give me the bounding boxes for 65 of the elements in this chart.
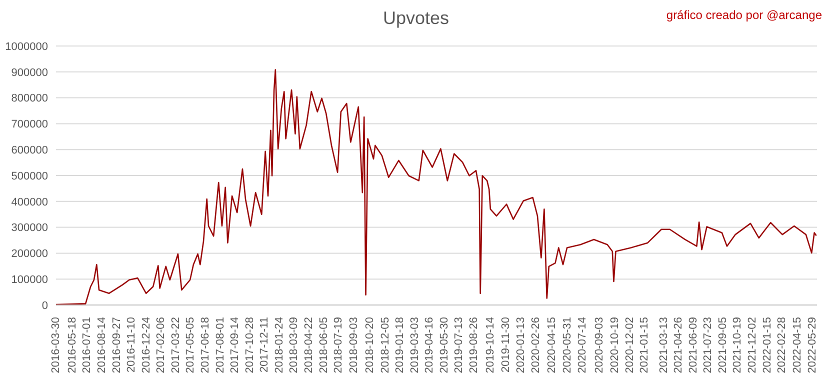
- x-tick-label: 2021-06-09: [687, 317, 700, 374]
- x-tick-label: 2020-02-26: [530, 317, 542, 374]
- y-tick-label: 600000: [11, 144, 48, 157]
- y-tick-label: 1000000: [5, 40, 48, 53]
- x-tick-label: 2022-04-15: [792, 317, 804, 374]
- x-tick-label: 2020-10-19: [609, 317, 622, 374]
- x-tick-label: 2020-07-14: [576, 317, 588, 374]
- x-tick-label: 2016-03-30: [50, 317, 62, 374]
- y-tick-label: 500000: [11, 170, 48, 182]
- y-tick-label: 100000: [11, 274, 48, 286]
- x-tick-label: 2016-11-10: [126, 317, 138, 372]
- y-tick-label: 900000: [11, 66, 48, 79]
- chart-title: Upvotes: [382, 8, 450, 28]
- x-tick-label: 2021-09-05: [716, 317, 729, 374]
- y-tick-label: 700000: [11, 118, 48, 131]
- x-tick-label: 2016-09-27: [110, 317, 123, 374]
- x-tick-label: 2019-05-30: [438, 317, 450, 374]
- x-tick-label: 2021-01-15: [638, 317, 651, 374]
- x-tick-label: 2018-01-24: [273, 317, 286, 374]
- x-tick-label: 2022-02-28: [776, 317, 788, 374]
- x-tick-label: 2017-06-18: [200, 317, 212, 374]
- y-tick-label: 800000: [11, 92, 48, 105]
- text: gráfico creado por @arcange: [666, 8, 822, 22]
- x-tick-label: 2017-05-05: [184, 317, 197, 374]
- x-tick-label: 2022-05-29: [806, 317, 818, 374]
- x-tick-label: 2018-06-05: [318, 317, 330, 374]
- x-tick-label: 2022-01-15: [761, 317, 774, 374]
- y-tick-label: 400000: [11, 196, 48, 208]
- x-tick-label: 2020-12-02: [624, 317, 636, 374]
- x-tick-label: 2021-04-26: [672, 317, 685, 374]
- x-tick-label: 2019-04-16: [424, 317, 436, 374]
- x-tick-label: 2019-10-14: [484, 317, 496, 374]
- x-tick-label: 2019-01-18: [394, 317, 406, 374]
- x-tick-label: 2019-07-13: [453, 317, 466, 374]
- x-tick-label: 2018-07-19: [332, 317, 345, 374]
- y-tick-label: 300000: [11, 222, 48, 234]
- x-tick-label: 2016-12-24: [140, 317, 152, 374]
- x-tick-label: 2017-02-06: [155, 317, 168, 374]
- y-tick-label: 0: [42, 300, 48, 312]
- line-series: [56, 69, 817, 305]
- x-tick-label: 2021-10-19: [732, 317, 744, 374]
- x-tick-label: 2016-05-18: [66, 317, 78, 374]
- x-tick-label: 2020-01-13: [515, 317, 527, 374]
- x-tick-label: 2020-09-03: [594, 317, 606, 374]
- x-tick-label: 2019-08-26: [468, 317, 480, 374]
- y-tick-label: 200000: [11, 248, 48, 260]
- x-tick-label: 2016-08-14: [96, 317, 108, 374]
- x-tick-label: 2021-03-13: [658, 317, 670, 374]
- x-tick-label: 2021-12-02: [746, 317, 758, 374]
- x-tick-label: 2017-09-14: [229, 317, 242, 374]
- x-tick-label: 2020-04-15: [546, 317, 558, 374]
- x-tick-label: 2021-07-23: [702, 317, 714, 374]
- x-tick-label: 2020-05-31: [562, 317, 574, 374]
- x-tick-label: 2018-10-20: [364, 317, 376, 374]
- x-tick-label: 2017-12-11: [258, 317, 271, 372]
- x-tick-label: 2017-08-01: [214, 317, 226, 374]
- x-tick-label: 2018-09-03: [348, 317, 360, 374]
- x-tick-label: 2019-03-03: [408, 317, 421, 374]
- x-tick-label: 2018-03-09: [288, 317, 300, 374]
- x-tick-label: 2019-11-30: [500, 317, 512, 372]
- x-tick-label: 2017-10-28: [244, 317, 256, 374]
- x-tick-label: 2018-12-05: [379, 317, 392, 374]
- x-tick-label: 2017-03-22: [170, 317, 182, 374]
- x-tick-label: 2018-04-22: [302, 317, 315, 374]
- x-tick-label: 2016-07-01: [81, 317, 94, 374]
